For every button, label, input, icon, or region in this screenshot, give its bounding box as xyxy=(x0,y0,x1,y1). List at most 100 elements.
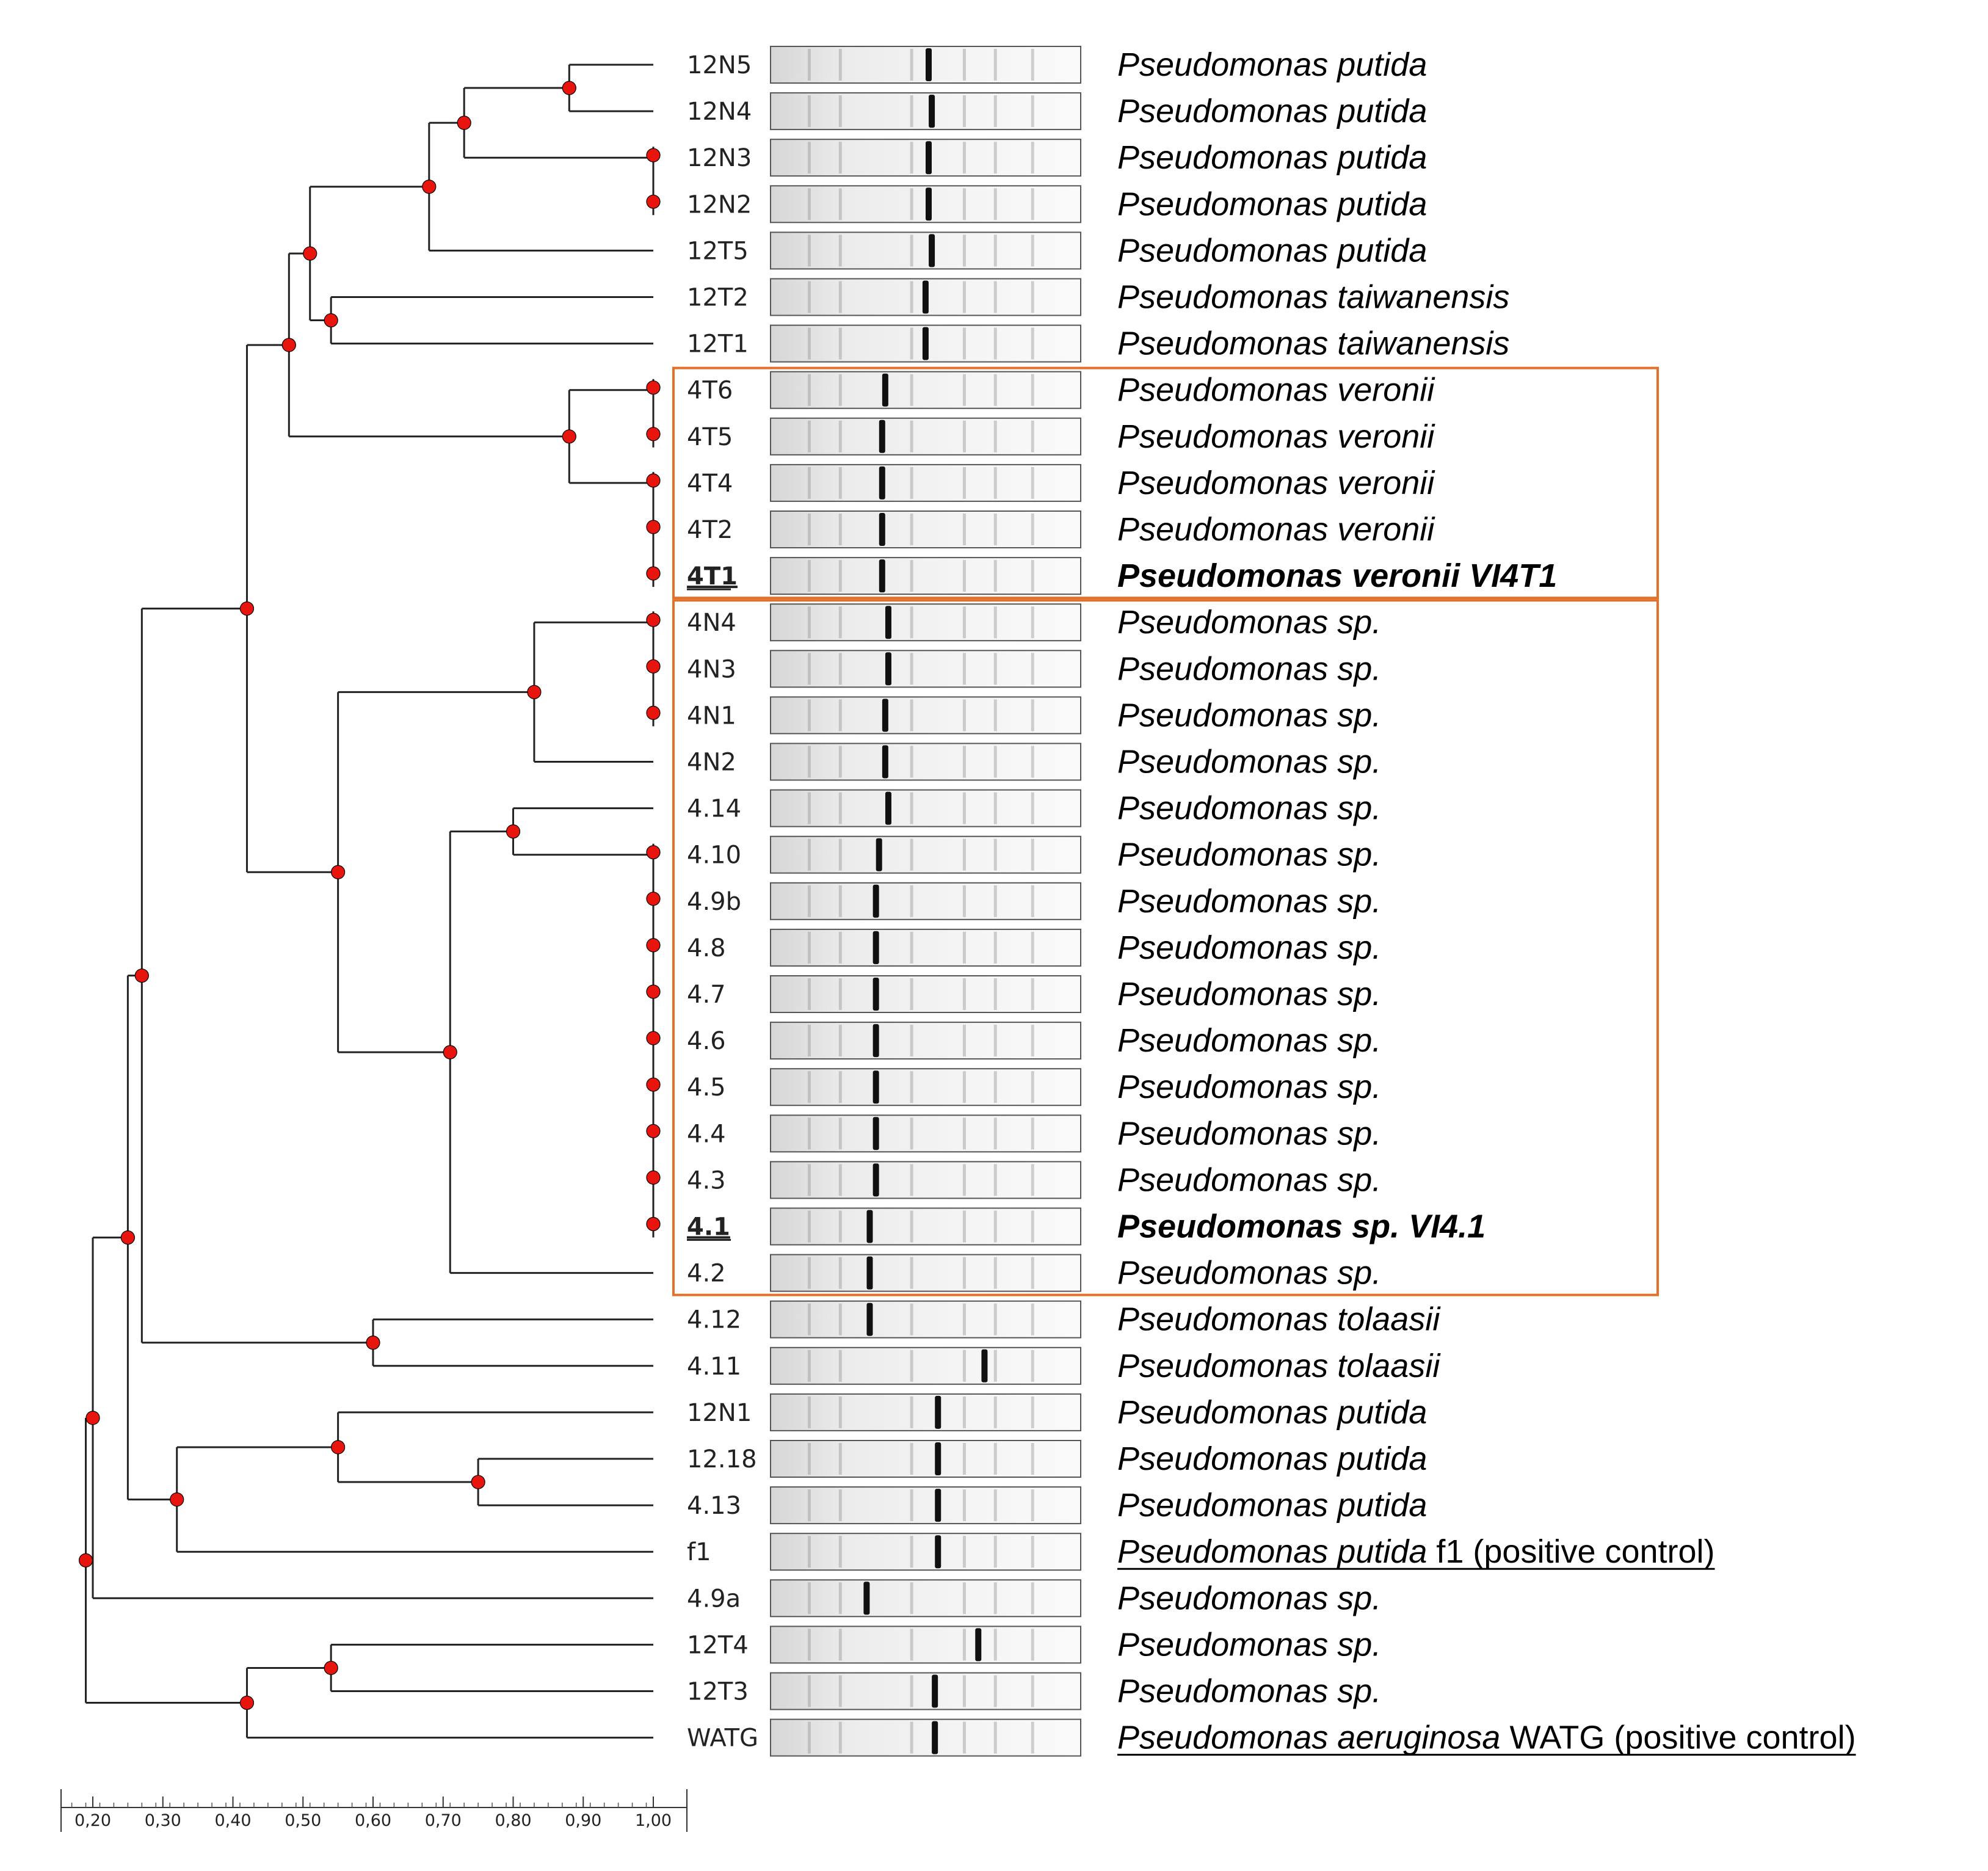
gel-band-faint xyxy=(1031,1117,1034,1150)
gel-band-faint xyxy=(838,792,842,824)
node-marker xyxy=(646,612,661,627)
gel-band-faint xyxy=(807,653,811,685)
gel-band-faint xyxy=(807,95,811,128)
gel-band-faint xyxy=(807,1582,811,1615)
gel-band-faint xyxy=(993,978,997,1010)
node-marker xyxy=(527,685,542,699)
gel-band-faint xyxy=(807,234,811,267)
gel-band-main xyxy=(932,1721,938,1754)
gel-lane-frame xyxy=(770,789,1081,827)
gel-lane xyxy=(770,975,1081,1013)
gel-band-faint xyxy=(962,467,966,499)
cluster-c_tolaasii xyxy=(372,1318,653,1367)
gel-band-faint xyxy=(910,1303,913,1335)
gel-band-faint xyxy=(1031,1721,1034,1754)
gel-band-main xyxy=(882,699,888,732)
gel-band-faint xyxy=(838,374,842,406)
species-name: Pseudomonas putida xyxy=(1117,1394,1427,1431)
gel-lane xyxy=(770,882,1081,920)
gel-band-faint xyxy=(910,514,913,545)
node-marker xyxy=(457,115,471,130)
sample-id-label: 4T5 xyxy=(687,423,733,451)
gel-band-faint xyxy=(1031,1071,1034,1103)
gel-band-faint xyxy=(993,1210,997,1243)
gel-band-faint xyxy=(807,1117,811,1150)
gel-band-faint xyxy=(1031,1164,1034,1196)
species-label: Pseudomonas aeruginosa WATG (positive co… xyxy=(1117,1720,1856,1756)
gel-band-faint xyxy=(807,931,811,964)
gel-band-faint xyxy=(962,792,966,824)
gel-band-faint xyxy=(910,1536,913,1568)
cluster-c_B xyxy=(126,975,177,1501)
strain-row: 4.13 Pseudomonas putida xyxy=(687,1486,1427,1525)
gel-band-main xyxy=(932,1674,938,1708)
species-name: Pseudomonas sp. xyxy=(1117,1161,1381,1198)
strain-row: 4.14 Pseudomonas sp. xyxy=(687,789,1381,827)
cluster-c_12N5_12N4 xyxy=(568,64,653,112)
gel-band-faint xyxy=(993,1164,997,1196)
sample-id-label: 4.13 xyxy=(687,1492,741,1520)
strain-row: 4.5 Pseudomonas sp. xyxy=(687,1068,1381,1106)
gel-band-main xyxy=(935,1535,941,1569)
gel-band-faint xyxy=(1031,327,1034,360)
gel-band-faint xyxy=(993,1396,997,1428)
gel-band-faint xyxy=(838,1675,842,1707)
gel-band-faint xyxy=(962,420,966,452)
gel-band-faint xyxy=(993,606,997,639)
gel-band-faint xyxy=(910,1443,913,1475)
gel-band-faint xyxy=(1031,838,1034,871)
species-name: Pseudomonas sp. xyxy=(1117,976,1381,1012)
sample-id-label: 12N1 xyxy=(687,1399,752,1427)
species-label: Pseudomonas putida xyxy=(1117,93,1427,129)
gel-band-faint xyxy=(993,1582,997,1615)
gel-band-faint xyxy=(910,467,913,499)
species-name: Pseudomonas taiwanensis xyxy=(1117,279,1509,316)
gel-band-faint xyxy=(962,1210,966,1243)
species-name: Pseudomonas sp. xyxy=(1117,1069,1381,1105)
gel-band-faint xyxy=(910,1117,913,1150)
gel-band-faint xyxy=(1031,1257,1034,1289)
gel-lane xyxy=(770,92,1081,131)
gel-band-faint xyxy=(962,838,966,871)
sample-id-label: 4.1 xyxy=(687,1213,730,1241)
gel-band-main xyxy=(885,652,891,686)
gel-lane xyxy=(770,463,1081,502)
highlight-box-veronii-group xyxy=(672,366,1659,600)
gel-band-faint xyxy=(993,95,997,128)
species-name: Pseudomonas sp. xyxy=(1117,929,1381,966)
gel-band-faint xyxy=(993,838,997,871)
sample-id-label: 12T1 xyxy=(687,330,749,358)
axis-tick-label: 0,20 xyxy=(74,1811,111,1830)
strain-row: 4.10 Pseudomonas sp. xyxy=(687,835,1381,874)
gel-band-faint xyxy=(910,653,913,685)
species-name: Pseudomonas putida xyxy=(1117,46,1427,83)
gel-lane-frame xyxy=(770,650,1081,688)
gel-band-main xyxy=(866,1256,873,1290)
gel-band-faint xyxy=(962,560,966,592)
gel-lane-frame xyxy=(770,975,1081,1013)
gel-lane xyxy=(770,1440,1081,1478)
species-label: Pseudomonas putida f1 (positive control) xyxy=(1117,1533,1715,1570)
gel-band-faint xyxy=(1031,1582,1034,1615)
gel-band-faint xyxy=(962,1025,966,1057)
gel-band-faint xyxy=(962,978,966,1010)
gel-band-faint xyxy=(838,1443,842,1475)
strain-row: 12T5 Pseudomonas putida xyxy=(687,231,1427,270)
gel-band-faint xyxy=(993,49,997,81)
species-label: Pseudomonas veronii xyxy=(1117,511,1435,548)
strain-row: 4T4 Pseudomonas veronii xyxy=(687,463,1435,502)
species-label: Pseudomonas putida xyxy=(1117,232,1427,269)
sample-id-label: 4N1 xyxy=(687,702,736,730)
gel-band-faint xyxy=(962,1396,966,1428)
sample-id-label: 4.11 xyxy=(687,1353,741,1381)
strain-row: 12T2 Pseudomonas taiwanensis xyxy=(687,278,1509,316)
species-name: Pseudomonas sp. VI4.1 xyxy=(1117,1208,1486,1245)
sample-id-label: WATG xyxy=(687,1724,758,1753)
gel-band-faint xyxy=(1031,1443,1034,1475)
gel-band-faint xyxy=(838,653,842,685)
gel-band-faint xyxy=(910,560,913,592)
gel-band-faint xyxy=(993,327,997,360)
node-marker xyxy=(646,566,661,581)
sample-id-label: 4.14 xyxy=(687,795,741,823)
cluster-c_veronii xyxy=(568,389,653,484)
